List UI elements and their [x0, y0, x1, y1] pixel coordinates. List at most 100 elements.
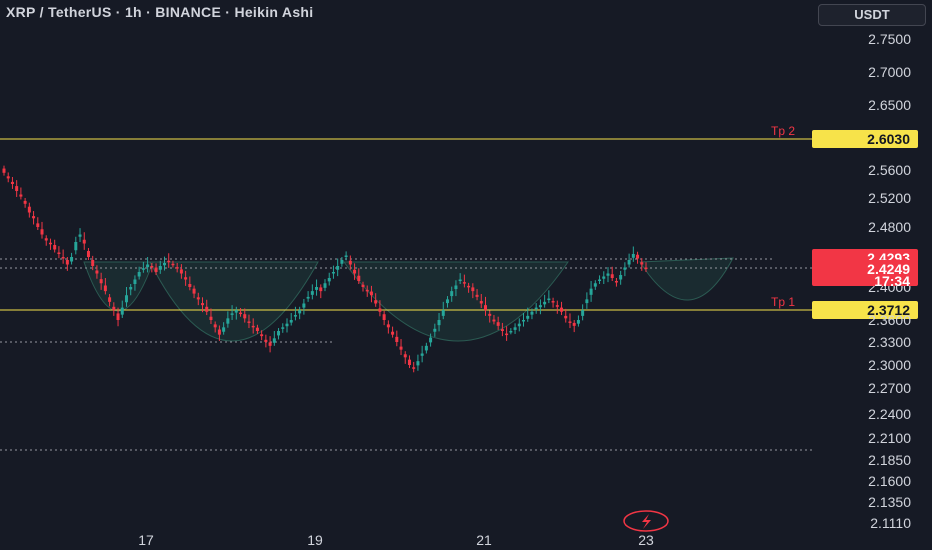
candle-body — [344, 255, 348, 257]
candle-body — [10, 181, 14, 184]
candle-body — [631, 254, 635, 258]
y-tick-label: 2.1850 — [868, 452, 911, 468]
pattern-arc — [639, 257, 734, 301]
candle-body — [424, 345, 428, 351]
candle-body — [488, 313, 492, 316]
candle-body — [264, 339, 268, 342]
candle-body — [619, 275, 623, 280]
candle-body — [86, 251, 90, 257]
candle-body — [610, 274, 614, 278]
level-name-label: Tp 2 — [771, 124, 795, 138]
candle-body — [336, 266, 340, 270]
candle-body — [576, 320, 580, 324]
current-price-text: 2.4249 — [867, 261, 910, 277]
currency-button[interactable]: USDT — [818, 4, 926, 26]
x-tick-label: 17 — [138, 532, 154, 548]
y-tick-label: 2.7000 — [868, 64, 911, 80]
candle-body — [598, 279, 602, 281]
candle-body — [454, 285, 458, 290]
candle-body — [319, 287, 323, 292]
candle-body — [589, 288, 593, 295]
candle-body — [386, 324, 390, 328]
candle-body — [357, 275, 361, 281]
candle-body — [222, 327, 226, 332]
candle-body — [99, 279, 103, 284]
candle-body — [340, 260, 344, 264]
candle-body — [568, 321, 572, 323]
pattern-arc — [149, 261, 319, 342]
candle-body — [247, 321, 251, 323]
candle-body — [23, 200, 27, 204]
candle-body — [526, 315, 530, 319]
target-levels: Tp 2 2.6030 Tp 1 2.3712 — [0, 124, 918, 319]
candle-body — [184, 277, 188, 280]
candle-body — [281, 327, 285, 329]
candle-body — [475, 294, 479, 297]
candle-body — [171, 263, 175, 266]
level-value-badge — [812, 301, 918, 319]
candle-body — [272, 338, 276, 343]
candle-body — [467, 285, 471, 288]
candle-body — [302, 303, 306, 308]
candle-body — [365, 289, 369, 292]
candle-body — [327, 278, 331, 282]
candle-body — [82, 239, 86, 244]
candle-body — [555, 305, 559, 307]
candle-body — [2, 168, 6, 173]
candle-body — [243, 314, 247, 319]
candle-body — [593, 283, 597, 287]
y-tick-label: 2.4800 — [868, 219, 911, 235]
candle-body — [32, 216, 36, 219]
candle-body — [141, 268, 145, 270]
candle-body — [205, 306, 209, 312]
lightning-icon[interactable] — [623, 510, 669, 532]
candle-body — [614, 281, 618, 283]
candle-body — [57, 252, 61, 254]
candle-body — [429, 337, 433, 343]
y-tick-label: 2.1600 — [868, 473, 911, 489]
candle-body — [606, 273, 610, 276]
candle-body — [462, 282, 466, 284]
price-axis[interactable]: 2.75002.70002.65002.56002.52002.48002.40… — [868, 31, 911, 531]
candle-body — [416, 361, 420, 366]
candle-body — [479, 301, 483, 304]
candle-body — [192, 288, 196, 294]
candle-body — [513, 327, 517, 330]
candle-body — [391, 331, 395, 335]
candle-body — [471, 287, 475, 292]
candle-body — [517, 323, 521, 327]
candle-body — [496, 322, 500, 326]
candle-body — [538, 305, 542, 308]
candle-body — [53, 245, 57, 250]
candle-body — [289, 320, 293, 323]
candle-body — [65, 260, 69, 265]
candle-body — [450, 291, 454, 297]
dotted-levels — [0, 258, 812, 451]
candle-body — [551, 301, 555, 303]
candle-body — [382, 314, 386, 320]
time-axis[interactable]: 17 19 21 23 — [138, 532, 654, 548]
y-tick-label: 2.2700 — [868, 380, 911, 396]
y-tick-label: 2.3600 — [868, 312, 911, 328]
candle-body — [120, 307, 124, 315]
candle-body — [260, 334, 264, 337]
candle-body — [129, 287, 133, 290]
candle-body — [433, 328, 437, 332]
y-tick-label: 2.1350 — [868, 494, 911, 510]
candle-body — [154, 267, 158, 272]
candle-body — [255, 327, 259, 331]
candle-body — [239, 312, 243, 315]
candle-body — [251, 325, 255, 328]
candle-body — [644, 267, 648, 269]
candle-body — [6, 176, 10, 179]
y-tick-label: 2.5600 — [868, 162, 911, 178]
candle-body — [530, 311, 534, 315]
candle-body — [209, 316, 213, 320]
candle-body — [298, 310, 302, 314]
candle-body — [137, 272, 141, 277]
candle-body — [78, 234, 82, 237]
candle-body — [602, 276, 606, 279]
candle-body — [158, 266, 162, 270]
